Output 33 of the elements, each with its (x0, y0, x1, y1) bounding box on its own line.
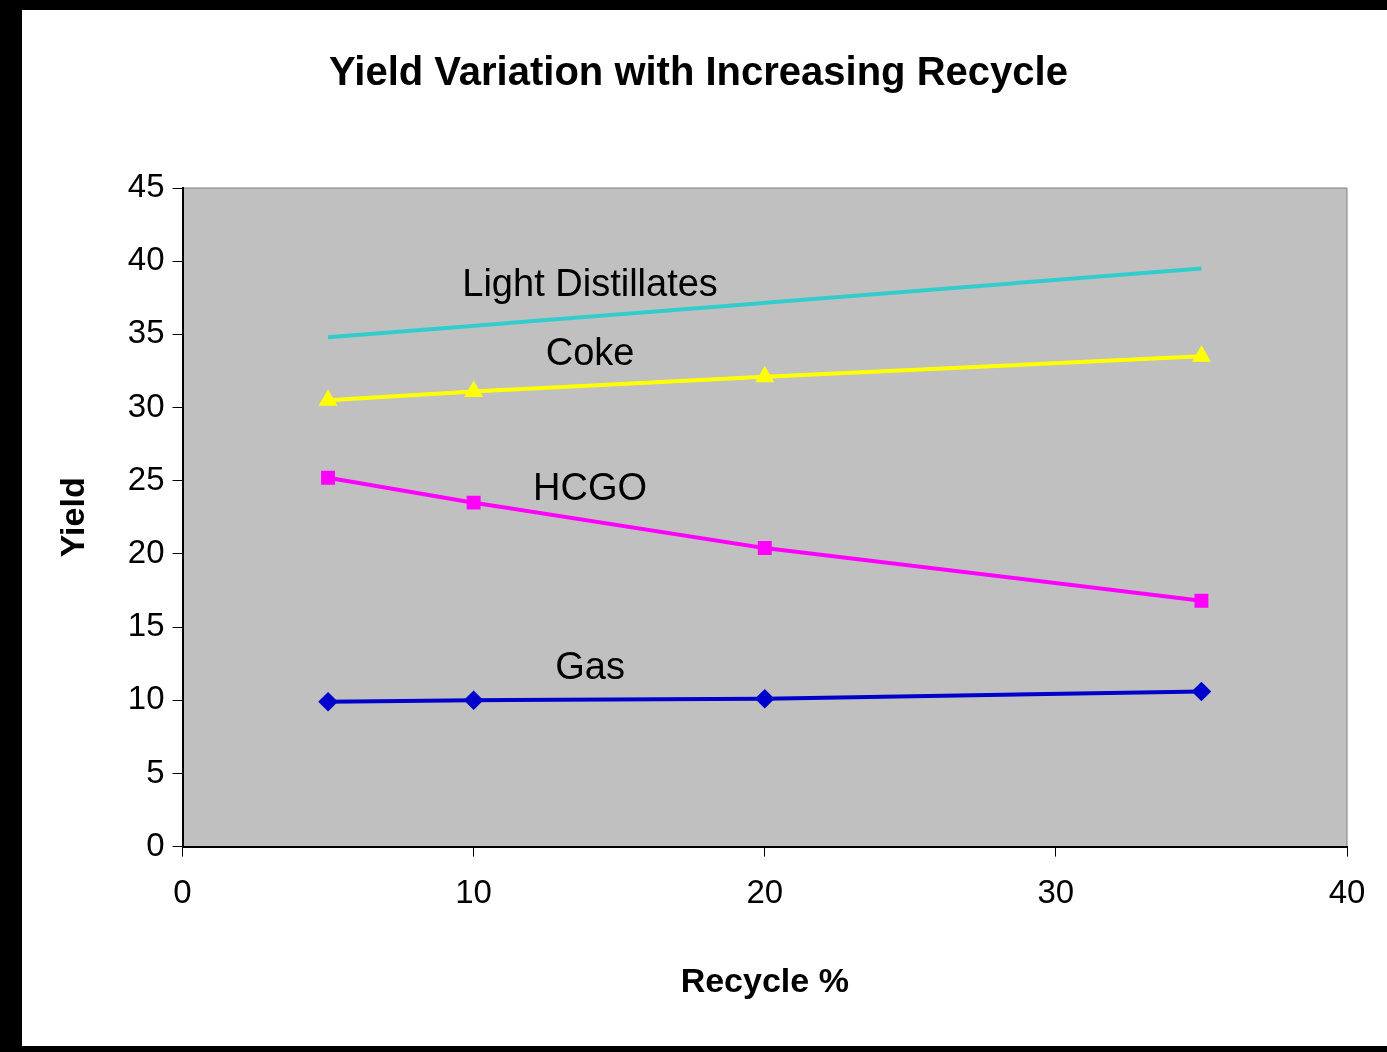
point (464, 691, 483, 710)
point (466, 495, 481, 510)
y-tick-label: 30 (127, 386, 165, 424)
y-tick-label: 0 (146, 825, 165, 863)
y-tick-label: 15 (127, 606, 165, 644)
x-tick-label: 20 (746, 873, 784, 911)
chart-title: Yield Variation with Increasing Recycle (329, 49, 1068, 94)
x-tick-label: 30 (1037, 873, 1075, 911)
y-axis-title: Yield (52, 477, 91, 558)
series-label: Coke (545, 331, 635, 374)
point (757, 541, 772, 555)
point (321, 470, 336, 485)
point (1194, 593, 1209, 608)
y-tick-label: 45 (127, 167, 165, 205)
y-tick-label: 35 (127, 313, 165, 351)
point (465, 382, 482, 397)
x-tick-label: 10 (455, 873, 492, 911)
point (319, 692, 338, 711)
x-axis-title: Recycle % (680, 960, 849, 999)
point (320, 391, 337, 406)
y-tick-label: 5 (146, 752, 165, 790)
y-tick-label: 20 (127, 532, 165, 570)
x-tick-label: 0 (173, 873, 192, 911)
point (755, 689, 774, 708)
series-label: HCGO (533, 466, 648, 509)
series-label: Gas (555, 645, 625, 688)
point (1193, 347, 1210, 362)
series-label: Light Distillates (462, 262, 718, 305)
y-tick-label: 40 (127, 240, 165, 278)
y-tick-label: 25 (127, 459, 165, 497)
point (1192, 682, 1211, 701)
x-tick-label: 40 (1328, 873, 1366, 911)
y-tick-label: 10 (127, 679, 165, 717)
